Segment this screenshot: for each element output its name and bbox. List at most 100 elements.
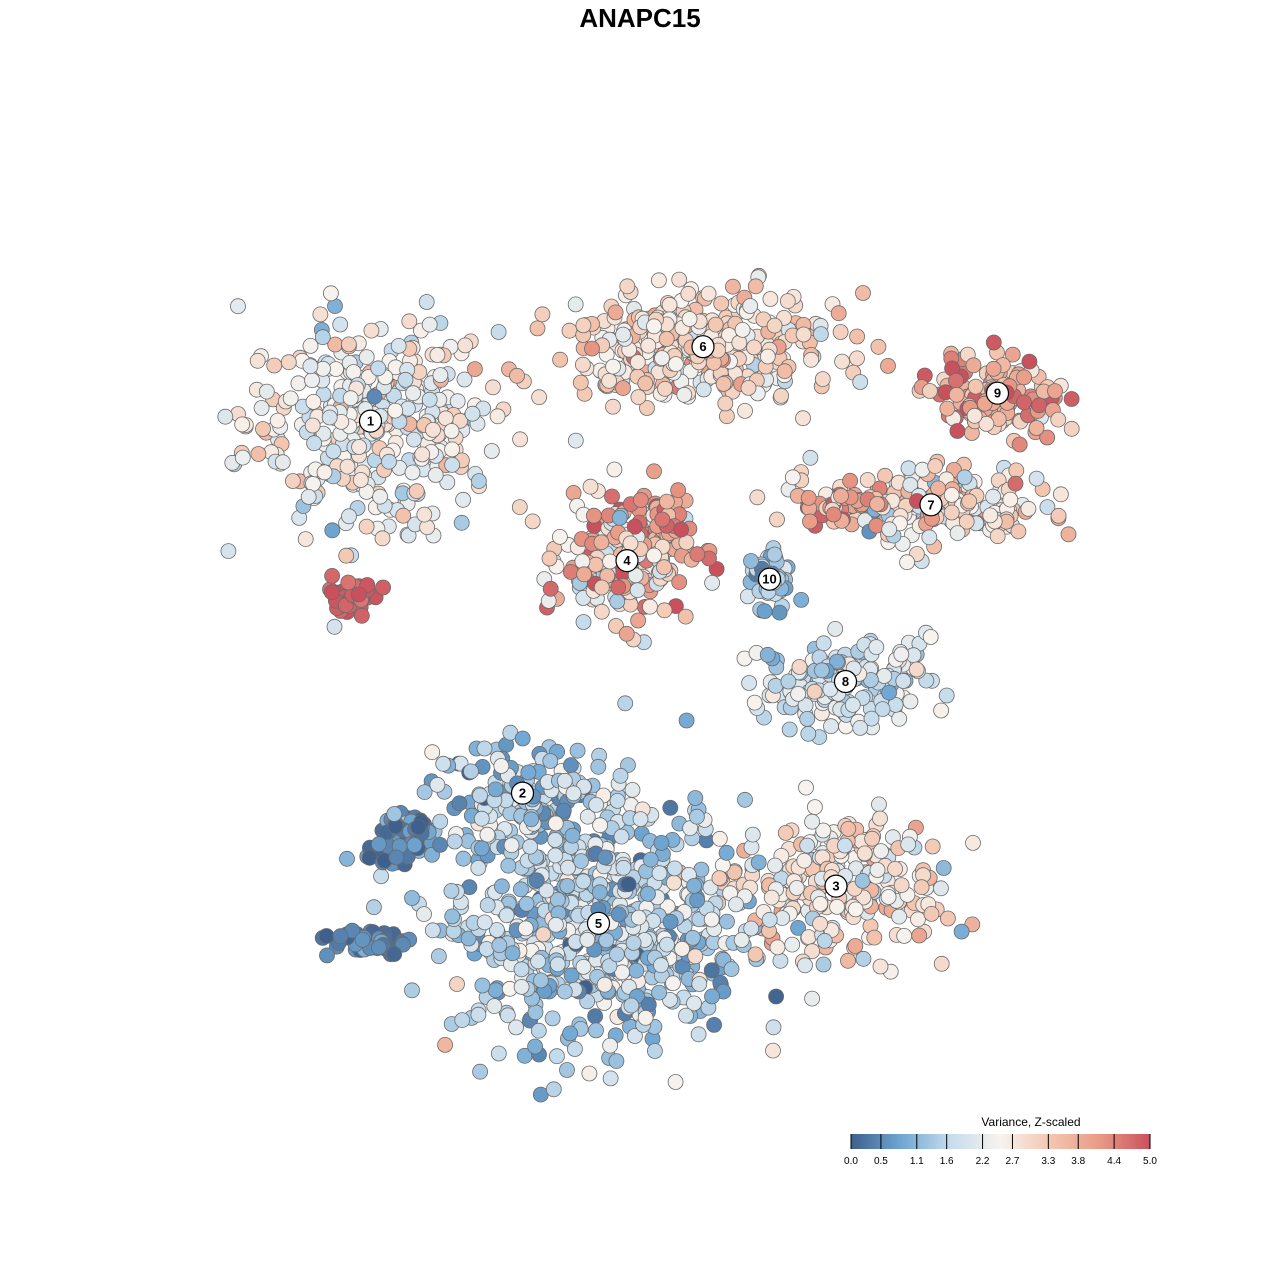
cell-point	[316, 464, 333, 481]
cell-point	[749, 489, 766, 506]
cell-point	[726, 864, 743, 881]
cell-point	[815, 635, 832, 652]
cluster-label-3: 3	[832, 879, 839, 894]
cell-point	[564, 827, 581, 844]
cell-point	[876, 668, 893, 684]
cell-point	[282, 390, 299, 407]
cell-point	[711, 870, 728, 886]
cell-point	[806, 683, 823, 700]
cell-point	[661, 296, 678, 313]
legend-title: Variance, Z-scaled	[981, 1115, 1080, 1129]
cell-point	[318, 928, 335, 944]
cell-point	[791, 659, 808, 675]
cell-point	[677, 608, 694, 625]
cell-point	[673, 521, 689, 538]
cell-point	[711, 830, 728, 847]
cell-point	[910, 911, 926, 928]
cell-point	[421, 316, 438, 333]
cell-point	[449, 976, 465, 992]
cell-point	[297, 531, 314, 547]
cell-point	[258, 383, 275, 400]
cell-point	[463, 763, 479, 780]
cell-point	[405, 431, 422, 448]
cell-point	[1053, 486, 1069, 503]
cell-point	[591, 884, 608, 901]
cell-point	[956, 469, 973, 486]
cell-point	[576, 566, 592, 583]
cell-point	[266, 357, 283, 374]
cell-point	[761, 911, 778, 928]
cell-point	[325, 443, 342, 460]
cell-point	[319, 947, 335, 964]
cell-point	[323, 584, 340, 601]
cell-point	[473, 810, 490, 827]
cell-point	[601, 958, 618, 974]
cell-point	[619, 278, 636, 295]
cell-point	[513, 979, 530, 995]
cell-point	[253, 400, 270, 416]
cell-point	[829, 653, 845, 670]
cell-point	[985, 488, 1001, 505]
cell-point	[569, 742, 586, 759]
cell-point	[629, 582, 646, 599]
cell-point	[418, 294, 435, 310]
cluster-label-bubble	[358, 409, 383, 433]
cluster-label-bubble	[757, 567, 782, 591]
cell-point	[922, 629, 939, 645]
cell-point	[358, 518, 375, 535]
cell-point	[656, 559, 672, 576]
cell-point	[373, 868, 390, 885]
cell-point	[395, 507, 412, 524]
cell-point	[800, 929, 817, 945]
cell-point	[220, 543, 237, 559]
cell-point	[978, 415, 995, 432]
cell-point	[522, 838, 538, 855]
cell-point	[642, 598, 658, 615]
cell-point	[744, 826, 761, 843]
cell-point	[847, 938, 864, 954]
cell-point	[657, 380, 673, 397]
cell-point	[487, 781, 504, 798]
cell-point	[737, 402, 753, 419]
cell-point	[304, 417, 321, 434]
cell-point	[887, 861, 903, 877]
cell-point	[647, 1043, 663, 1059]
cell-point	[326, 618, 343, 635]
cell-point	[1028, 470, 1045, 487]
cell-point	[746, 339, 762, 356]
cell-point	[825, 506, 842, 523]
cell-point	[637, 1009, 654, 1026]
cluster-label-bubble	[586, 911, 611, 935]
cell-point	[584, 340, 600, 357]
cell-point	[617, 695, 634, 712]
cell-point	[630, 612, 646, 629]
cell-point	[798, 779, 814, 796]
cell-point	[305, 475, 321, 492]
cell-point	[404, 982, 420, 999]
cell-point	[479, 826, 496, 843]
cell-point	[1050, 411, 1067, 428]
cell-point	[435, 755, 452, 772]
cell-point	[900, 836, 917, 853]
cell-point	[542, 753, 559, 769]
cell-point	[590, 758, 607, 775]
cell-point	[651, 984, 667, 1001]
cell-point	[1016, 394, 1032, 411]
cell-point	[472, 1063, 489, 1080]
cell-point	[489, 408, 506, 425]
cell-point	[815, 822, 832, 839]
cell-point	[659, 936, 675, 953]
cluster-label-8: 8	[842, 674, 849, 689]
cell-point	[771, 604, 788, 621]
cell-point	[847, 901, 864, 918]
cell-point	[339, 458, 356, 475]
cell-point	[840, 821, 857, 837]
cell-point	[933, 955, 950, 972]
cell-point	[527, 1038, 543, 1055]
cell-point	[849, 350, 865, 367]
cell-point	[579, 931, 596, 948]
cell-point	[813, 326, 829, 343]
cell-point	[873, 843, 889, 859]
cell-point	[816, 932, 833, 949]
cell-point	[340, 336, 357, 353]
